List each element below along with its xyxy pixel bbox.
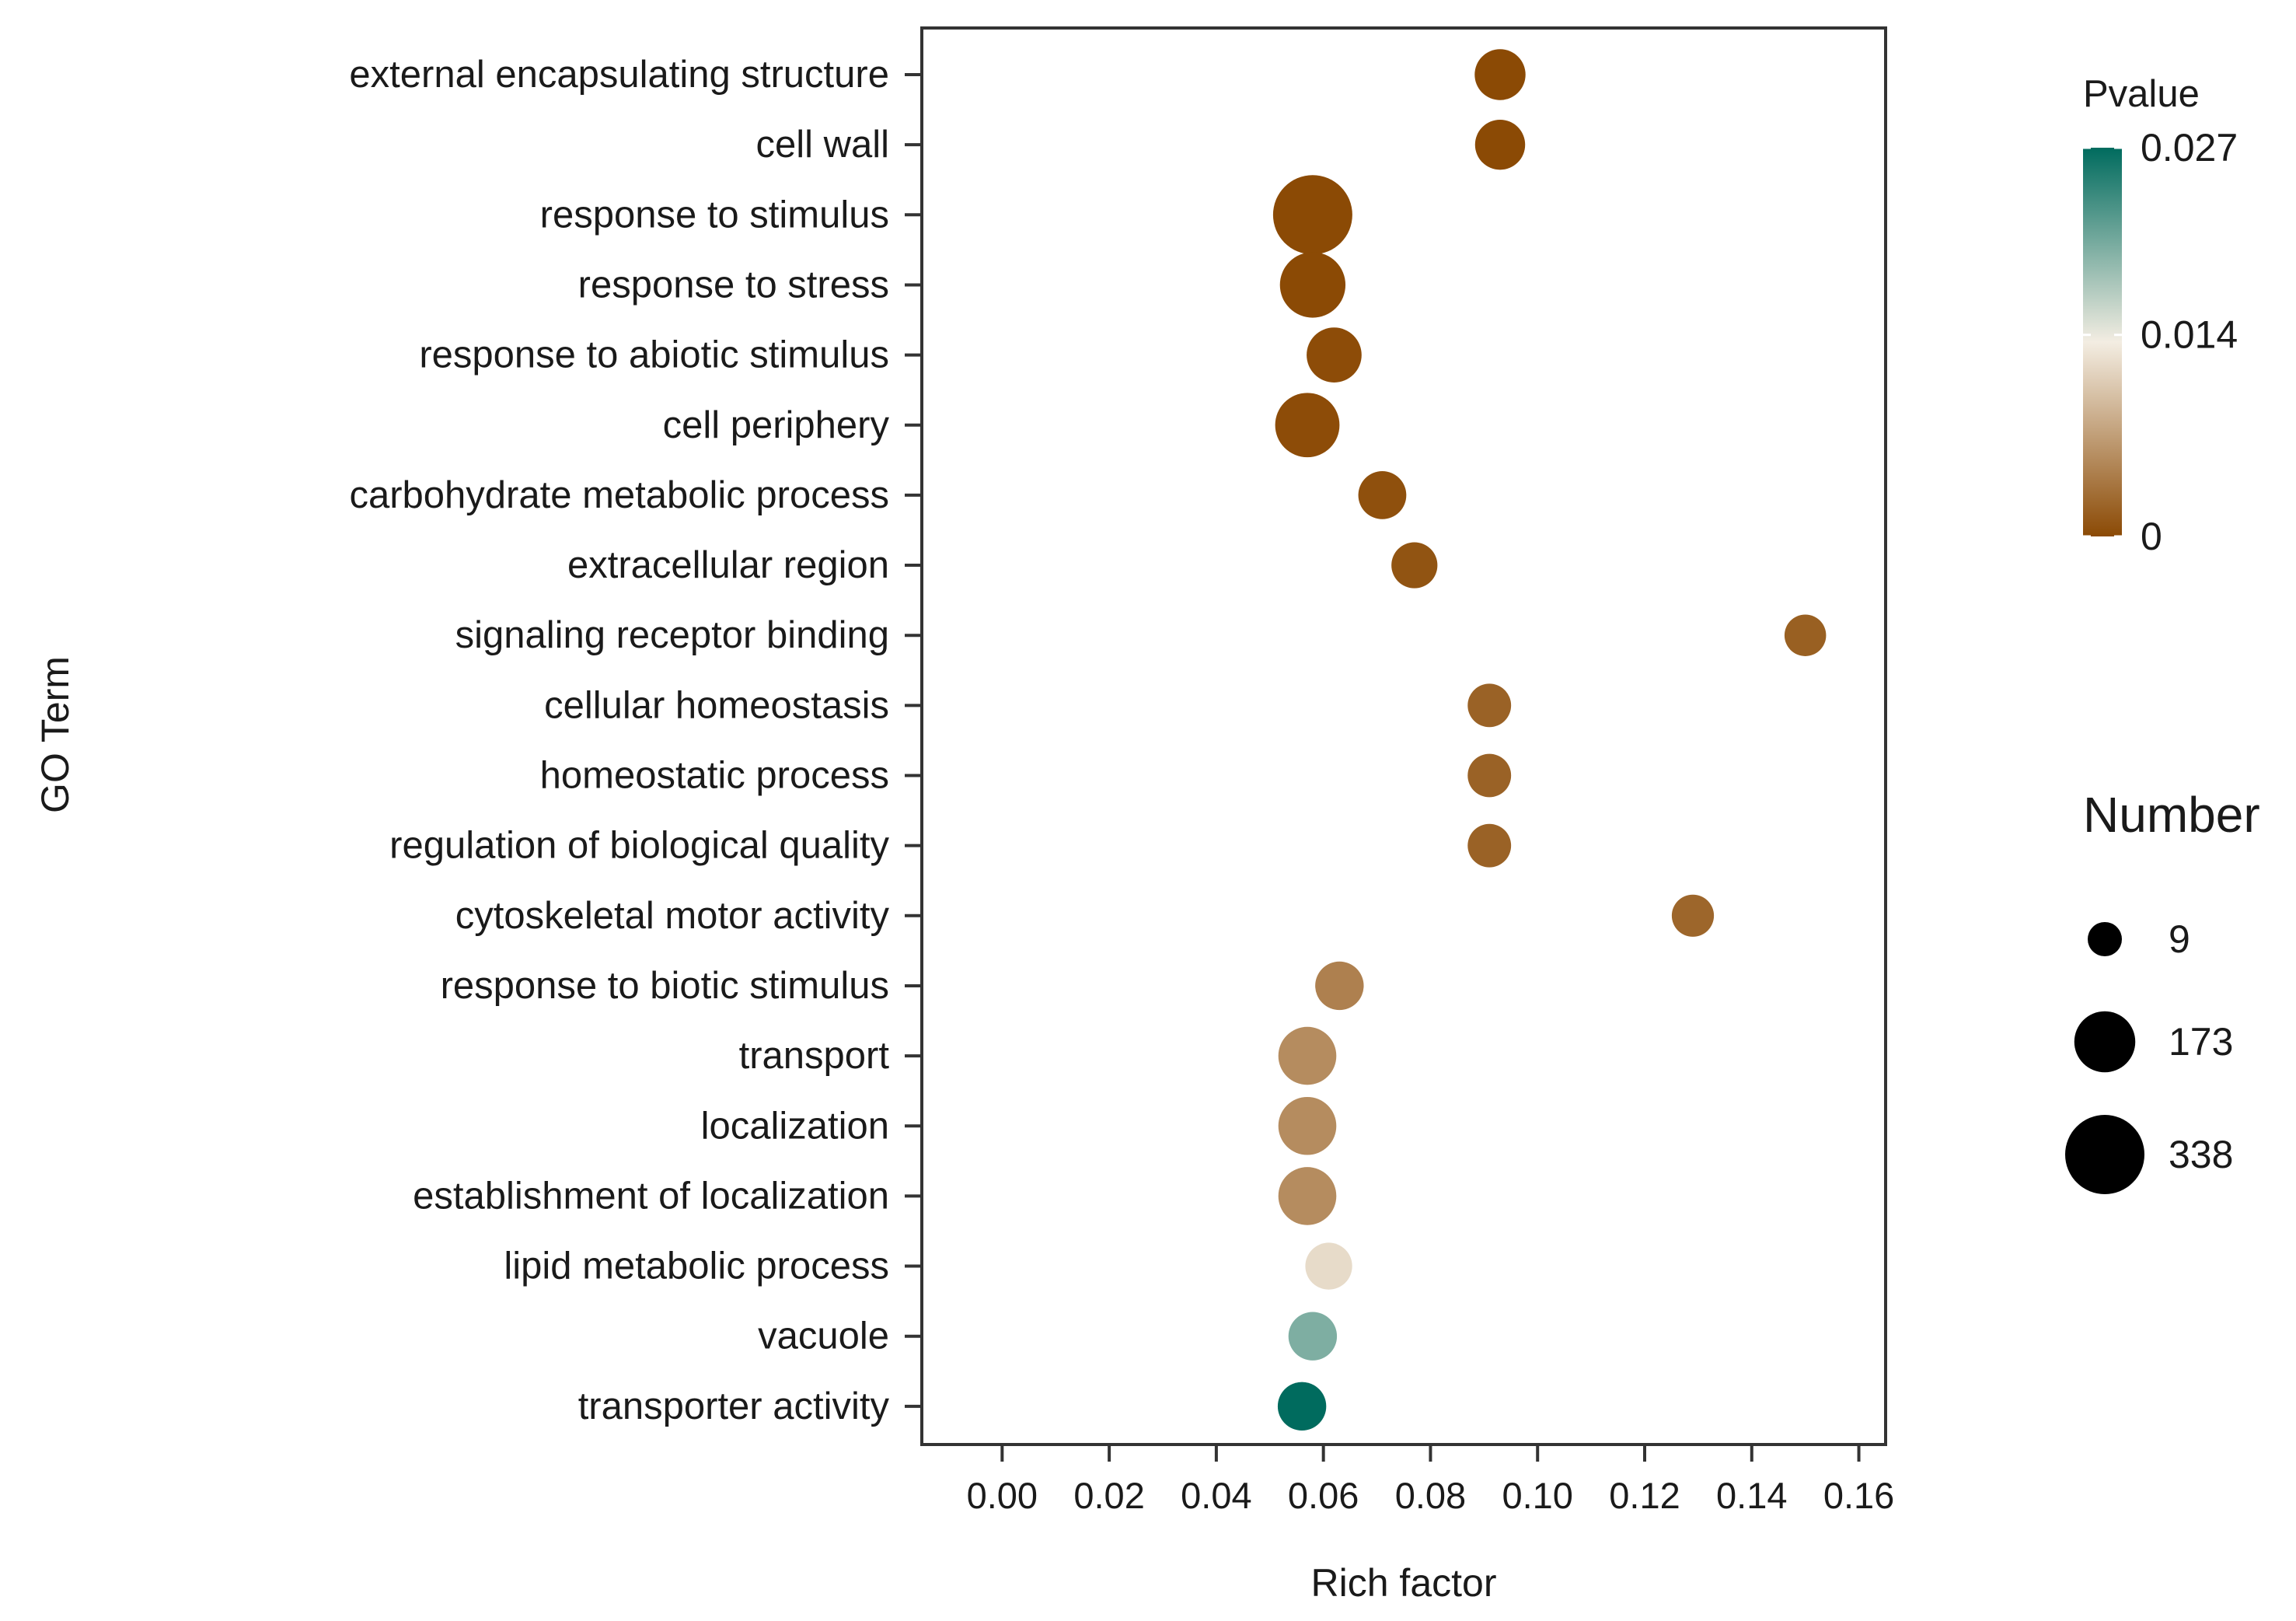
bubble-point xyxy=(1467,823,1512,868)
size-legend-label: 338 xyxy=(2169,1133,2233,1176)
y-tick-label: cytoskeletal motor activity xyxy=(455,895,890,937)
bubble-point xyxy=(1288,1312,1338,1361)
x-tick-label: 0.06 xyxy=(1288,1475,1359,1516)
bubble-point xyxy=(1358,471,1407,519)
plot-layer: external encapsulating structure cell wal… xyxy=(349,26,1894,1516)
bubble-point xyxy=(1474,119,1526,170)
x-tick-label: 0.12 xyxy=(1609,1475,1680,1516)
y-tick-label: cell periphery xyxy=(663,404,890,446)
bubble-point xyxy=(1277,1382,1327,1431)
y-tick-label: extracellular region xyxy=(567,544,889,586)
bubble-point xyxy=(1467,753,1512,798)
bubble-point xyxy=(1467,683,1512,728)
size-legend-label: 9 xyxy=(2169,917,2190,961)
y-tick-label: external encapsulating structure xyxy=(349,54,889,96)
y-tick-label: response to stimulus xyxy=(540,194,889,236)
x-tick-label: 0.02 xyxy=(1073,1475,1144,1516)
size-legend-circle xyxy=(2074,1011,2136,1073)
y-tick-label: response to biotic stimulus xyxy=(441,965,889,1007)
bubble-point xyxy=(1272,175,1352,255)
plot-panel-border xyxy=(920,26,1887,1446)
y-tick-label: transport xyxy=(739,1035,890,1077)
bubble-point xyxy=(1391,542,1438,589)
y-tick-label: signaling receptor binding xyxy=(455,614,889,656)
x-tick-label: 0.08 xyxy=(1395,1475,1466,1516)
color-legend-title: Pvalue xyxy=(2083,73,2200,115)
y-tick-label: lipid metabolic process xyxy=(504,1245,889,1287)
bubble-point xyxy=(1474,49,1526,100)
x-tick-label: 0.16 xyxy=(1823,1475,1894,1516)
y-tick-label: cellular homeostasis xyxy=(544,684,889,726)
bubble-point xyxy=(1275,393,1340,458)
color-legend-label: 0.014 xyxy=(2141,313,2238,357)
y-axis-title: GO Term xyxy=(33,656,77,813)
bubble-point xyxy=(1278,1096,1337,1155)
x-tick-label: 0.00 xyxy=(967,1475,1038,1516)
bubble-point xyxy=(1315,961,1364,1011)
y-tick-label: regulation of biological quality xyxy=(389,825,889,867)
bubble-point xyxy=(1784,614,1827,656)
bubble-point xyxy=(1278,1167,1337,1225)
x-tick-label: 0.04 xyxy=(1181,1475,1251,1516)
y-tick-label: cell wall xyxy=(755,124,889,166)
size-legend-circle xyxy=(2065,1115,2144,1194)
x-tick-label: 0.14 xyxy=(1716,1475,1787,1516)
bubble-point xyxy=(1305,1242,1352,1290)
bubble-point xyxy=(1671,894,1715,937)
y-tick-label: carbohydrate metabolic process xyxy=(349,474,889,516)
y-tick-label: homeostatic process xyxy=(540,755,889,797)
y-tick-label: transporter activity xyxy=(578,1385,890,1427)
x-axis-title: Rich factor xyxy=(1311,1561,1497,1605)
color-legend-bar xyxy=(2083,148,2122,536)
size-legend-label: 173 xyxy=(2169,1020,2233,1064)
y-tick-label: localization xyxy=(701,1105,889,1147)
color-legend-label: 0 xyxy=(2141,515,2162,558)
y-tick-label: response to stress xyxy=(578,264,889,306)
y-tick-label: vacuole xyxy=(758,1315,889,1357)
y-tick-label: establishment of localization xyxy=(413,1175,889,1217)
bubble-point xyxy=(1278,1026,1337,1085)
y-tick-label: response to abiotic stimulus xyxy=(419,334,889,376)
x-tick-label: 0.10 xyxy=(1502,1475,1572,1516)
size-legend-circle xyxy=(2088,922,2122,956)
color-legend-label: 0.027 xyxy=(2141,126,2238,169)
bubble-point xyxy=(1307,327,1362,383)
pvalue-color-legend: Pvalue 0.027 0.014 0 xyxy=(2083,73,2238,558)
number-size-legend: Number 9 173 338 xyxy=(2065,787,2260,1194)
bubble-point xyxy=(1279,252,1346,318)
size-legend-title: Number xyxy=(2083,787,2260,843)
